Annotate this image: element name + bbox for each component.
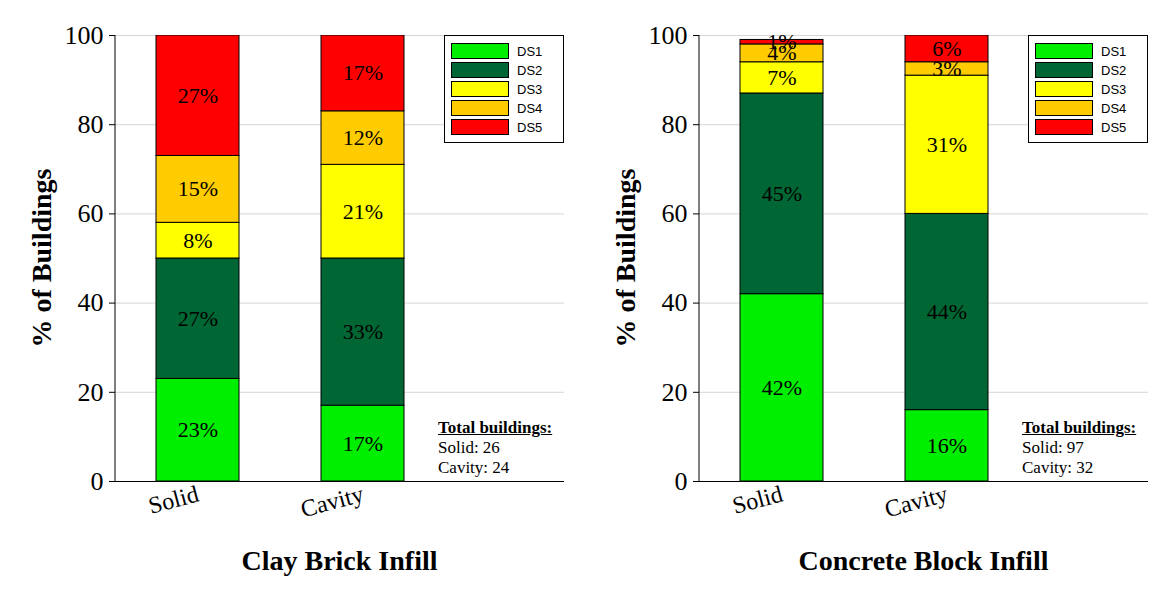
html-text:Total buildings:: Total buildings: xyxy=(1022,418,1137,437)
svg-text:8%: 8% xyxy=(183,228,212,253)
svg-text:100: 100 xyxy=(649,21,688,50)
svg-text:17%: 17% xyxy=(343,60,383,85)
svg-text:0: 0 xyxy=(675,467,688,496)
html-text:DS4: DS4 xyxy=(517,100,543,116)
svg-text:16%: 16% xyxy=(927,433,967,458)
svg-text:6%: 6% xyxy=(932,36,961,61)
svg-text:21%: 21% xyxy=(343,199,383,224)
html-text:Solid: 26: Solid: 26 xyxy=(438,438,500,457)
svg-text:7%: 7% xyxy=(767,65,796,90)
svg-text:Cavity: Cavity xyxy=(298,481,367,523)
html-text:DS1: DS1 xyxy=(517,43,543,59)
svg-text:17%: 17% xyxy=(343,431,383,456)
svg-text:Solid: Solid xyxy=(146,481,202,519)
svg-text:Cavity: Cavity xyxy=(882,481,951,523)
svg-text:20: 20 xyxy=(662,378,688,407)
html-text:DS4: DS4 xyxy=(1101,100,1127,116)
svg-text:80: 80 xyxy=(662,110,688,139)
html-text:DS5: DS5 xyxy=(1101,119,1127,135)
html-text:Concrete Block Infill: Concrete Block Infill xyxy=(798,545,1049,576)
svg-text:31%: 31% xyxy=(927,132,967,157)
svg-text:60: 60 xyxy=(78,199,104,228)
svg-text:40: 40 xyxy=(78,288,104,317)
svg-text:60: 60 xyxy=(662,199,688,228)
html-text:DS1: DS1 xyxy=(1101,43,1127,59)
html-text:Solid: 97: Solid: 97 xyxy=(1022,438,1084,457)
html-text:Cavity: 32: Cavity: 32 xyxy=(1022,458,1094,477)
svg-text:3%: 3% xyxy=(932,56,962,81)
svg-text:1%: 1% xyxy=(767,29,796,54)
svg-text:45%: 45% xyxy=(762,181,802,206)
svg-text:20: 20 xyxy=(78,378,104,407)
html-text:DS2: DS2 xyxy=(517,62,543,78)
html-text:% of Buildings: % of Buildings xyxy=(26,168,57,348)
svg-text:44%: 44% xyxy=(927,299,967,324)
html-text:DS2: DS2 xyxy=(1101,62,1127,78)
html-text:DS5: DS5 xyxy=(517,119,543,135)
html-text:DS3: DS3 xyxy=(517,81,543,97)
html-text:% of Buildings: % of Buildings xyxy=(610,168,641,348)
html-text:Total buildings:: Total buildings: xyxy=(438,418,553,437)
svg-text:80: 80 xyxy=(78,110,104,139)
svg-text:Solid: Solid xyxy=(730,481,786,519)
svg-text:42%: 42% xyxy=(762,375,802,400)
svg-text:33%: 33% xyxy=(343,319,383,344)
svg-text:0: 0 xyxy=(91,467,104,496)
svg-text:27%: 27% xyxy=(178,306,218,331)
html-text:Clay Brick Infill: Clay Brick Infill xyxy=(241,545,438,576)
svg-text:23%: 23% xyxy=(178,417,218,442)
html-text:DS3: DS3 xyxy=(1101,81,1127,97)
svg-text:27%: 27% xyxy=(178,83,218,108)
svg-text:12%: 12% xyxy=(343,125,383,150)
html-text:Cavity: 24: Cavity: 24 xyxy=(438,458,510,477)
svg-text:15%: 15% xyxy=(178,176,218,201)
svg-text:40: 40 xyxy=(662,288,688,317)
svg-text:100: 100 xyxy=(65,21,104,50)
